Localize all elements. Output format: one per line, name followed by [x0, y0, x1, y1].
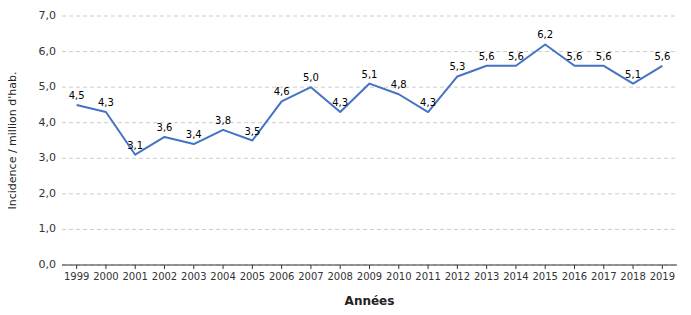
x-tick — [369, 265, 370, 269]
x-tick — [340, 265, 341, 269]
x-tick — [486, 265, 487, 269]
y-tick-label: 3,0 — [39, 151, 57, 164]
x-tick — [398, 265, 399, 269]
x-tick-label: 2013 — [474, 271, 499, 282]
x-axis-label: Années — [345, 294, 395, 308]
x-tick-label: 2008 — [327, 271, 352, 282]
x-tick-label: 2001 — [122, 271, 147, 282]
y-grid — [62, 16, 677, 265]
data-label: 4,3 — [332, 97, 348, 108]
x-tick-label: 2011 — [415, 271, 440, 282]
chart-container: 0,0 1,0 2,0 3,0 4,0 5,0 6,0 7,0 1999 2000 2001 2002… — [0, 0, 691, 315]
data-label: 5,6 — [596, 51, 612, 62]
y-tick-label: 4,0 — [39, 116, 57, 129]
x-tick-label: 2002 — [152, 271, 177, 282]
y-tick-label: 0,0 — [39, 258, 57, 271]
x-tick — [574, 265, 575, 269]
x-tick — [603, 265, 604, 269]
x-tick-label: 2016 — [562, 271, 587, 282]
x-tick-label: 2015 — [532, 271, 557, 282]
grid-line — [62, 16, 677, 17]
y-tick-label: 6,0 — [39, 45, 57, 58]
grid-line — [62, 51, 677, 52]
data-line — [77, 44, 663, 154]
x-tick-label: 2006 — [269, 271, 294, 282]
y-tick-label: 5,0 — [39, 80, 57, 93]
y-axis: 0,0 1,0 2,0 3,0 4,0 5,0 6,0 7,0 — [39, 9, 57, 271]
x-tick — [662, 265, 663, 269]
x-axis: 1999 2000 2001 2002 2003 2004 2005 2006 2007 2008… — [62, 265, 677, 282]
data-label: 5,0 — [303, 72, 319, 83]
x-tick-label: 2004 — [210, 271, 235, 282]
grid-line — [62, 158, 677, 159]
data-label: 5,6 — [654, 51, 670, 62]
data-label: 4,5 — [69, 90, 85, 101]
data-label: 3,6 — [157, 122, 173, 133]
x-tick-label: 1999 — [64, 271, 89, 282]
data-label: 5,3 — [449, 61, 465, 72]
y-tick-label: 1,0 — [39, 222, 57, 235]
x-tick-label: 2009 — [357, 271, 382, 282]
data-label: 3,4 — [186, 129, 202, 140]
data-label: 5,6 — [567, 51, 583, 62]
data-label: 4,8 — [391, 79, 407, 90]
x-tick-label: 2000 — [93, 271, 118, 282]
grid-line — [62, 122, 677, 123]
plot-area — [77, 44, 663, 154]
x-tick — [164, 265, 165, 269]
data-label: 4,3 — [98, 97, 114, 108]
grid-line — [62, 229, 677, 230]
x-tick-label: 2019 — [650, 271, 675, 282]
x-tick-label: 2012 — [445, 271, 470, 282]
data-label: 3,5 — [244, 126, 260, 137]
y-axis-label: Incidence / million d'hab. — [6, 72, 19, 210]
x-tick-label: 2014 — [503, 271, 528, 282]
x-tick-label: 2017 — [591, 271, 616, 282]
data-label: 6,2 — [537, 29, 553, 40]
grid-line — [62, 193, 677, 194]
x-tick-label: 2005 — [240, 271, 265, 282]
x-tick-label: 2018 — [620, 271, 645, 282]
x-tick-label: 2003 — [181, 271, 206, 282]
x-tick-label: 2010 — [386, 271, 411, 282]
x-tick-label: 2007 — [298, 271, 323, 282]
data-labels: 4,5 4,3 3,1 3,6 3,4 3,8 3,5 4,6 5,0 4,3 5,1 4,8 4,3 5… — [69, 29, 671, 150]
x-tick — [135, 265, 136, 269]
data-label: 3,1 — [127, 140, 143, 151]
data-label: 4,6 — [274, 86, 290, 97]
chart-svg: 0,0 1,0 2,0 3,0 4,0 5,0 6,0 7,0 1999 2000 2001 2002… — [0, 0, 691, 315]
x-tick — [545, 265, 546, 269]
x-tick — [193, 265, 194, 269]
data-label: 3,8 — [215, 115, 231, 126]
y-tick-label: 2,0 — [39, 187, 57, 200]
x-tick — [633, 265, 634, 269]
x-tick — [223, 265, 224, 269]
x-tick — [428, 265, 429, 269]
data-label: 5,6 — [479, 51, 495, 62]
data-label: 5,1 — [362, 69, 378, 80]
x-tick — [76, 265, 77, 269]
x-tick — [310, 265, 311, 269]
x-tick — [105, 265, 106, 269]
grid-line — [62, 87, 677, 88]
x-tick — [281, 265, 282, 269]
data-label: 4,3 — [420, 97, 436, 108]
x-tick — [457, 265, 458, 269]
data-label: 5,1 — [625, 69, 641, 80]
y-tick-label: 7,0 — [39, 9, 57, 22]
x-tick — [252, 265, 253, 269]
x-tick — [515, 265, 516, 269]
data-label: 5,6 — [508, 51, 524, 62]
